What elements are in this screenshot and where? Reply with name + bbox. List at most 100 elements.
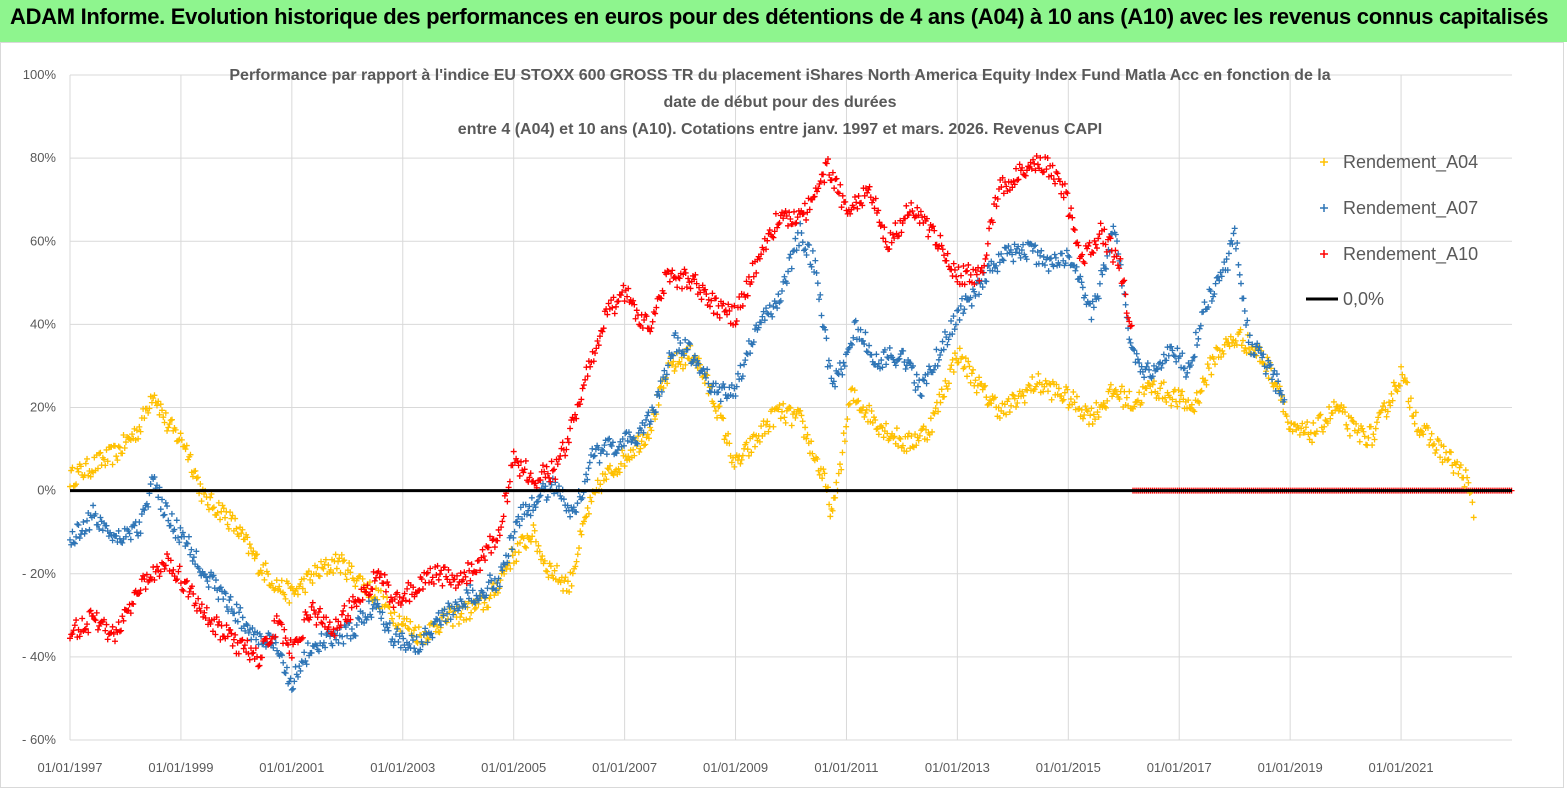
data-point	[445, 600, 452, 607]
data-point	[649, 318, 656, 325]
data-point	[372, 596, 379, 603]
data-point	[1061, 389, 1068, 396]
data-point	[779, 288, 785, 295]
data-point	[401, 590, 408, 597]
data-point	[582, 376, 589, 383]
data-point	[179, 586, 186, 593]
data-point	[981, 262, 988, 269]
data-point	[982, 255, 989, 262]
data-point	[915, 212, 922, 219]
data-point	[136, 590, 143, 597]
data-point	[227, 626, 234, 633]
data-point	[1173, 358, 1180, 365]
data-point	[660, 290, 667, 297]
data-point	[655, 402, 662, 409]
data-point	[967, 294, 974, 301]
data-point	[371, 577, 378, 584]
data-point	[244, 534, 251, 541]
data-point	[675, 274, 682, 281]
data-point	[959, 353, 966, 360]
data-point	[725, 430, 732, 437]
data-point	[496, 532, 503, 539]
data-point	[644, 431, 651, 438]
data-point	[999, 256, 1006, 263]
data-point	[120, 432, 127, 439]
data-point	[1150, 362, 1157, 369]
data-point	[1247, 350, 1254, 357]
data-point	[276, 583, 283, 590]
data-point	[696, 284, 703, 291]
data-point	[628, 439, 635, 446]
data-point	[1146, 366, 1153, 373]
data-point	[1011, 241, 1018, 248]
data-point	[486, 595, 493, 602]
data-point	[733, 318, 740, 325]
data-point	[725, 301, 732, 308]
data-point	[755, 324, 762, 331]
data-point	[222, 514, 229, 521]
data-point	[182, 446, 189, 453]
data-point	[1435, 437, 1442, 444]
data-point	[803, 435, 810, 442]
data-point	[565, 439, 572, 446]
data-point	[1086, 239, 1093, 246]
data-point	[652, 409, 659, 416]
data-point	[1369, 442, 1376, 449]
data-point	[312, 611, 319, 618]
data-point	[1112, 247, 1119, 254]
data-point	[527, 470, 534, 477]
data-point	[781, 273, 788, 280]
data-point	[863, 406, 870, 413]
data-point	[720, 300, 727, 307]
legend-swatch-marker	[1320, 204, 1328, 212]
data-point	[464, 559, 471, 566]
data-point	[816, 296, 823, 303]
data-point	[923, 426, 930, 433]
data-point	[899, 442, 906, 449]
data-point	[904, 433, 911, 440]
data-point	[1243, 322, 1250, 329]
data-point	[161, 566, 168, 573]
data-point	[937, 399, 944, 406]
data-point	[445, 566, 452, 573]
data-point	[698, 296, 705, 303]
data-point	[706, 303, 713, 310]
data-point	[406, 598, 413, 605]
data-point	[282, 670, 289, 677]
data-point	[1207, 288, 1214, 295]
data-point	[378, 615, 385, 622]
data-point	[1148, 389, 1155, 396]
data-point	[1010, 178, 1017, 185]
data-point	[994, 195, 1001, 202]
data-point	[1349, 417, 1356, 424]
data-point	[1073, 263, 1080, 270]
data-point	[359, 596, 366, 603]
data-point	[1052, 254, 1059, 261]
data-point	[399, 630, 406, 637]
data-point	[70, 539, 77, 546]
data-point	[976, 374, 983, 381]
data-point	[538, 556, 545, 563]
data-point	[313, 621, 320, 628]
data-point	[90, 613, 97, 620]
data-point	[833, 175, 840, 182]
data-point	[881, 224, 888, 231]
data-point	[913, 371, 920, 378]
data-point	[532, 538, 539, 545]
data-point	[873, 351, 880, 358]
data-point	[175, 534, 182, 541]
data-point	[979, 269, 986, 276]
data-point	[379, 609, 386, 616]
data-point	[914, 383, 921, 390]
data-point	[827, 362, 834, 369]
data-point	[250, 631, 257, 638]
data-point	[813, 269, 820, 276]
data-point	[1176, 398, 1183, 405]
data-point	[430, 580, 437, 587]
data-point	[973, 271, 980, 278]
data-point	[1322, 417, 1329, 424]
data-point	[547, 563, 554, 570]
data-point	[1410, 413, 1417, 420]
data-point	[1222, 335, 1229, 342]
